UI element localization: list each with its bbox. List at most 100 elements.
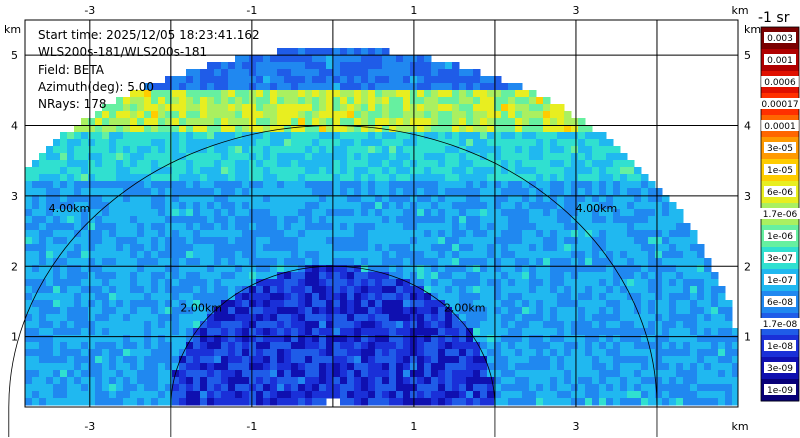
data-cell xyxy=(585,125,593,133)
data-cell xyxy=(130,104,138,112)
data-cell xyxy=(508,391,516,399)
data-cell xyxy=(277,230,285,238)
data-cell xyxy=(585,307,593,315)
data-cell xyxy=(200,216,208,224)
data-cell xyxy=(228,111,236,119)
data-cell xyxy=(312,272,320,280)
data-cell xyxy=(249,314,257,322)
data-cell xyxy=(172,251,180,259)
data-cell xyxy=(165,146,173,154)
data-cell xyxy=(585,209,593,217)
data-cell xyxy=(298,321,306,329)
data-cell xyxy=(228,62,236,70)
data-cell xyxy=(130,377,138,385)
data-cell xyxy=(214,104,222,112)
data-cell xyxy=(53,174,61,182)
data-cell xyxy=(697,314,705,322)
data-cell xyxy=(354,293,362,301)
data-cell xyxy=(655,349,663,357)
data-cell xyxy=(669,398,677,406)
data-cell xyxy=(571,314,579,322)
data-cell xyxy=(333,216,341,224)
data-cell xyxy=(634,195,642,203)
data-cell xyxy=(494,321,502,329)
data-cell xyxy=(158,258,166,266)
data-cell xyxy=(368,279,376,287)
data-cell xyxy=(263,202,271,210)
data-cell xyxy=(46,279,54,287)
data-cell xyxy=(88,321,96,329)
colorbar-label-bg xyxy=(764,296,796,307)
data-cell xyxy=(123,237,131,245)
data-cell xyxy=(529,265,537,273)
data-cell xyxy=(648,216,656,224)
data-cell xyxy=(277,300,285,308)
data-cell xyxy=(221,356,229,364)
data-cell xyxy=(200,153,208,161)
data-cell xyxy=(81,216,89,224)
data-cell xyxy=(487,251,495,259)
data-cell xyxy=(284,398,292,406)
data-cell xyxy=(305,293,313,301)
data-cell xyxy=(228,356,236,364)
data-cell xyxy=(200,111,208,119)
data-cell xyxy=(361,167,369,175)
data-cell xyxy=(60,202,68,210)
data-cell xyxy=(452,132,460,140)
data-cell xyxy=(487,132,495,140)
colorbar-label: 0.003 xyxy=(767,34,793,44)
data-cell xyxy=(473,321,481,329)
data-cell xyxy=(424,272,432,280)
data-cell xyxy=(662,356,670,364)
data-cell xyxy=(431,118,439,126)
data-cell xyxy=(277,356,285,364)
data-cell xyxy=(172,132,180,140)
data-cell xyxy=(396,391,404,399)
data-cell xyxy=(312,398,320,406)
data-cell xyxy=(116,370,124,378)
data-cell xyxy=(305,132,313,140)
data-cell xyxy=(88,293,96,301)
data-cell xyxy=(249,83,257,91)
data-cell xyxy=(214,398,222,406)
data-cell xyxy=(130,286,138,294)
data-cell xyxy=(312,146,320,154)
data-cell xyxy=(375,293,383,301)
data-cell xyxy=(571,167,579,175)
data-cell xyxy=(550,258,558,266)
data-cell xyxy=(60,307,68,315)
data-cell xyxy=(487,335,495,343)
data-cell xyxy=(32,328,40,336)
data-cell xyxy=(137,216,145,224)
data-cell xyxy=(25,314,33,322)
data-cell xyxy=(249,202,257,210)
data-cell xyxy=(347,62,355,70)
data-cell xyxy=(333,62,341,70)
data-cell xyxy=(235,391,243,399)
data-cell xyxy=(473,391,481,399)
data-cell xyxy=(396,307,404,315)
data-cell xyxy=(550,125,558,133)
data-cell xyxy=(515,314,523,322)
data-cell xyxy=(627,300,635,308)
data-cell xyxy=(130,223,138,231)
data-cell xyxy=(382,377,390,385)
data-cell xyxy=(319,328,327,336)
data-cell xyxy=(151,153,159,161)
data-cell xyxy=(564,293,572,301)
data-cell xyxy=(473,195,481,203)
data-cell xyxy=(613,174,621,182)
data-cell xyxy=(25,356,33,364)
data-cell xyxy=(151,349,159,357)
data-cell xyxy=(669,216,677,224)
data-cell xyxy=(473,377,481,385)
data-cell xyxy=(634,223,642,231)
data-cell xyxy=(340,349,348,357)
data-cell xyxy=(39,209,47,217)
data-cell xyxy=(417,174,425,182)
data-cell xyxy=(389,391,397,399)
data-cell xyxy=(368,48,376,56)
data-cell xyxy=(487,377,495,385)
data-cell xyxy=(543,181,551,189)
data-cell xyxy=(25,349,33,357)
